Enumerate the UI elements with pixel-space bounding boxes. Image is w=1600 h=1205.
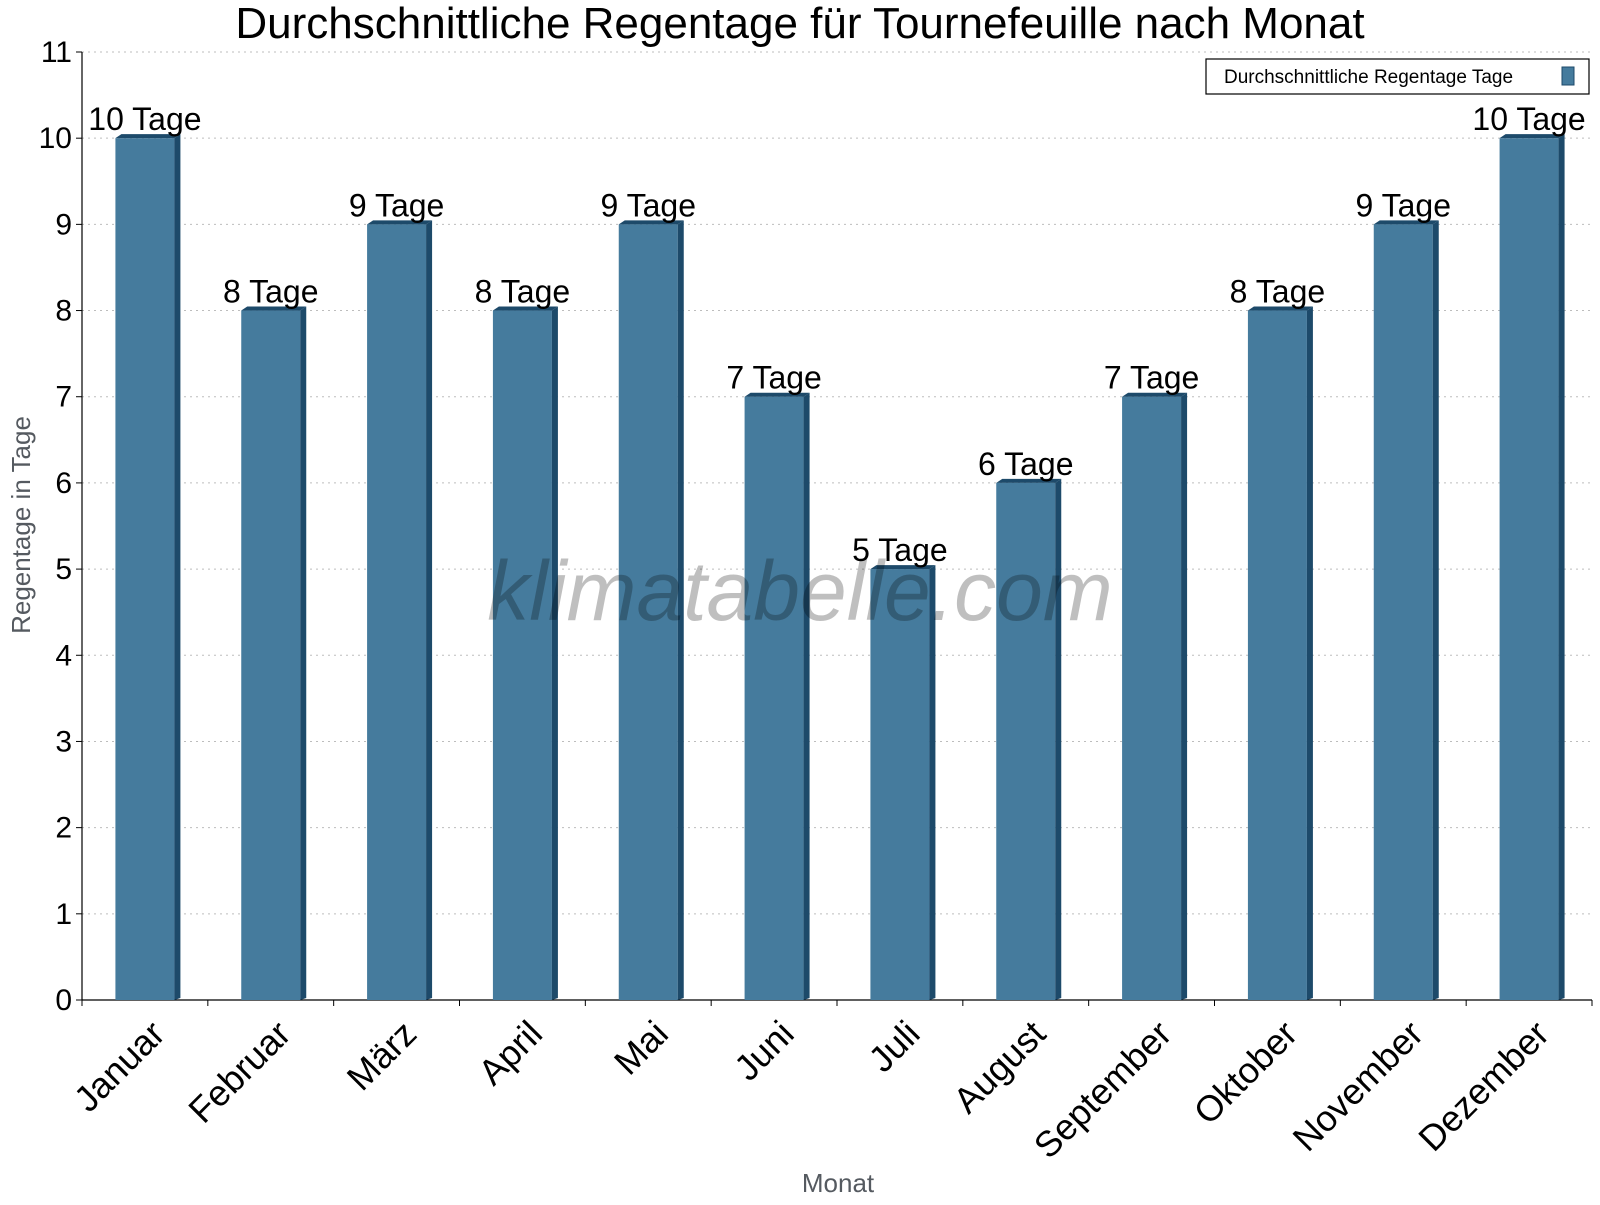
bar-top bbox=[870, 565, 936, 570]
bar-side bbox=[1432, 220, 1439, 1000]
bar-6 bbox=[744, 392, 810, 1000]
y-tick-label: 4 bbox=[55, 639, 72, 672]
y-axis-label: Regentage in Tage bbox=[6, 416, 36, 634]
bar-side bbox=[677, 220, 684, 1000]
x-tick-label: Januar bbox=[66, 1013, 173, 1120]
legend-swatch bbox=[1561, 66, 1575, 86]
data-label: 9 Tage bbox=[349, 187, 445, 223]
bar-face bbox=[870, 569, 930, 1000]
y-tick-label: 7 bbox=[55, 381, 72, 414]
y-tick-label: 6 bbox=[55, 467, 72, 500]
bar-top bbox=[1499, 134, 1565, 139]
bars bbox=[115, 134, 1565, 1001]
bar-face bbox=[744, 396, 804, 1000]
data-label: 5 Tage bbox=[852, 532, 948, 568]
bar-face bbox=[1247, 310, 1307, 1001]
y-tick-label: 2 bbox=[55, 812, 72, 845]
y-tick-label: 10 bbox=[39, 122, 72, 155]
bar-5 bbox=[618, 220, 684, 1000]
x-tick-label: Dezember bbox=[1410, 1013, 1556, 1159]
bar-side bbox=[551, 306, 558, 1001]
bar-side bbox=[300, 306, 307, 1001]
bar-4 bbox=[492, 306, 558, 1001]
legend: Durchschnittliche Regentage Tage bbox=[1205, 58, 1590, 95]
bar-face bbox=[618, 224, 678, 1000]
bar-10 bbox=[1247, 306, 1313, 1001]
bar-face bbox=[241, 310, 301, 1001]
x-tick-label: Juli bbox=[860, 1013, 927, 1080]
data-label: 7 Tage bbox=[726, 360, 822, 396]
x-tick-label: April bbox=[470, 1013, 550, 1093]
bar-12 bbox=[1499, 134, 1565, 1000]
bar-top bbox=[1373, 220, 1439, 225]
bar-11 bbox=[1373, 220, 1439, 1000]
bar-top bbox=[996, 478, 1062, 483]
bar-top bbox=[367, 220, 433, 225]
bar-9 bbox=[1122, 392, 1188, 1000]
legend-label: Durchschnittliche Regentage Tage bbox=[1224, 67, 1513, 88]
x-axis-label: Monat bbox=[802, 1168, 875, 1198]
data-labels: 10 Tage 8 Tage 9 Tage 8 Tage 9 Tage 7 Tage 5 T… bbox=[88, 101, 1585, 568]
bar-top bbox=[744, 392, 810, 397]
x-tick-label: Oktober bbox=[1186, 1013, 1306, 1133]
y-tick-label: 9 bbox=[55, 208, 72, 241]
bar-top bbox=[115, 134, 181, 139]
bar-face bbox=[1373, 224, 1433, 1000]
bar-side bbox=[803, 392, 810, 1000]
bar-side bbox=[1181, 392, 1188, 1000]
legend-box bbox=[1205, 58, 1590, 95]
y-tick-label: 11 bbox=[41, 36, 72, 69]
bar-top bbox=[1122, 392, 1188, 397]
bar-face bbox=[367, 224, 427, 1000]
x-tick-label: November bbox=[1284, 1013, 1430, 1159]
x-tick-label: September bbox=[1026, 1013, 1180, 1167]
x-tick-label: August bbox=[945, 1013, 1053, 1121]
x-tick-label: Juni bbox=[726, 1013, 802, 1089]
bar-top bbox=[241, 306, 307, 311]
bar-side bbox=[174, 134, 181, 1000]
data-label: 8 Tage bbox=[223, 274, 319, 310]
bar-2 bbox=[241, 306, 307, 1001]
data-label: 6 Tage bbox=[978, 446, 1074, 482]
data-label: 10 Tage bbox=[1472, 101, 1585, 137]
watermark: klimatabelle.com bbox=[487, 544, 1113, 638]
bar-top bbox=[1247, 306, 1313, 311]
bar-3 bbox=[367, 220, 433, 1000]
bar-side bbox=[1306, 306, 1313, 1001]
bar-side bbox=[426, 220, 433, 1000]
chart-title: Durchschnittliche Regentage für Tournefe… bbox=[235, 0, 1364, 48]
data-label: 8 Tage bbox=[1230, 274, 1326, 310]
bar-side bbox=[929, 565, 936, 1000]
bar-face bbox=[996, 482, 1056, 1001]
y-tick-label: 0 bbox=[55, 984, 72, 1017]
data-label: 9 Tage bbox=[601, 187, 697, 223]
bar-1 bbox=[115, 134, 181, 1000]
y-tick-label: 1 bbox=[55, 898, 72, 931]
gridlines bbox=[82, 51, 1592, 915]
bar-8 bbox=[996, 478, 1062, 1001]
data-label: 7 Tage bbox=[1104, 360, 1200, 396]
x-tick-label: März bbox=[339, 1013, 425, 1099]
bar-side bbox=[1558, 134, 1565, 1000]
y-tick-label: 3 bbox=[55, 725, 72, 758]
data-label: 8 Tage bbox=[475, 274, 571, 310]
y-tick-label: 5 bbox=[55, 553, 72, 586]
bar-side bbox=[1055, 478, 1062, 1001]
data-label: 10 Tage bbox=[88, 101, 201, 137]
bar-face bbox=[1499, 138, 1559, 1000]
bar-face bbox=[1122, 396, 1182, 1000]
axes bbox=[76, 51, 1593, 1006]
bar-top bbox=[618, 220, 684, 225]
x-tick-label: Mai bbox=[606, 1013, 676, 1083]
bar-face bbox=[492, 310, 552, 1001]
x-tick-label: Februar bbox=[180, 1013, 298, 1131]
data-label: 9 Tage bbox=[1356, 187, 1452, 223]
bar-7 bbox=[870, 565, 936, 1000]
bar-face bbox=[115, 138, 175, 1000]
y-tick-label: 8 bbox=[55, 295, 72, 328]
bar-top bbox=[492, 306, 558, 311]
